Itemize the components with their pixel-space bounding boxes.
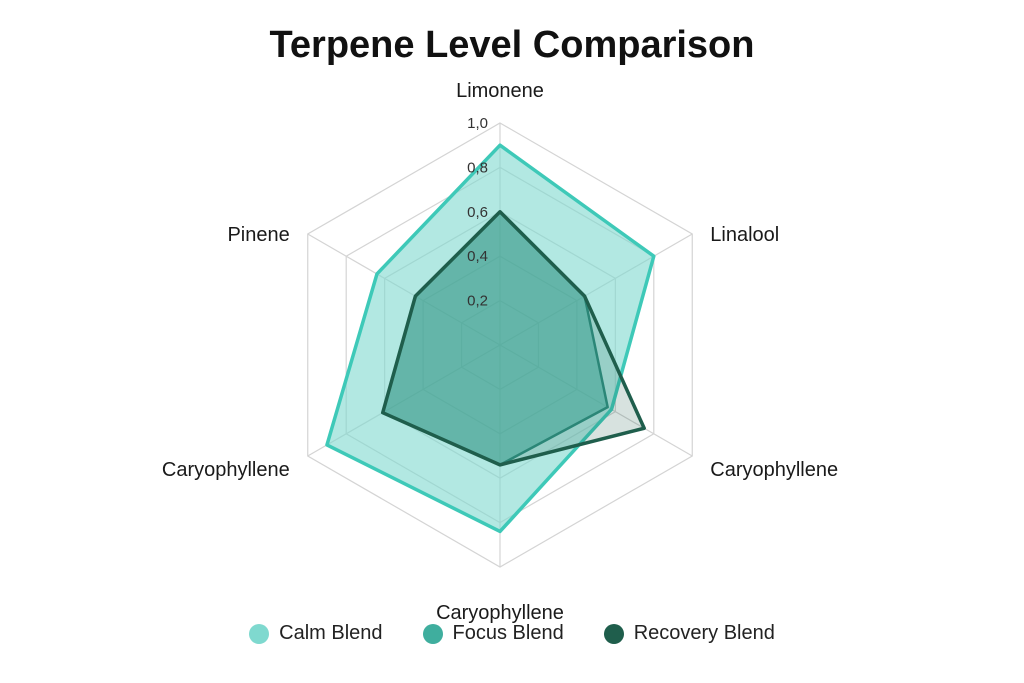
radar-axis-labels: Limonene Linalool Caryophyllene Caryophylle…: [162, 80, 838, 624]
tick-label-1: 0,2: [467, 293, 488, 310]
tick-label-3: 0,6: [467, 204, 488, 221]
legend-swatch-recovery: [603, 623, 624, 644]
axis-label-6: Pinene: [227, 224, 289, 246]
legend-label-focus: Focus Blend: [452, 622, 564, 644]
radar-ticks: 0,2 0,4 0,6 0,8 1,0: [467, 115, 488, 310]
legend-label-recovery: Recovery Blend: [633, 622, 775, 644]
chart-legend: Calm Blend Focus Blend Recovery Blend: [0, 622, 1024, 645]
axis-label-1: Limonene: [456, 80, 544, 102]
axis-label-4: Caryophyllene: [436, 602, 564, 624]
axis-label-2: Linalool: [710, 224, 779, 246]
legend-label-calm: Calm Blend: [279, 622, 383, 644]
radar-series: [325, 143, 656, 534]
legend-swatch-calm: [249, 623, 270, 644]
series-recovery-blend: [380, 210, 646, 467]
legend-item-recovery: Recovery Blend: [603, 622, 775, 645]
chart-title: Terpene Level Comparison: [269, 24, 755, 66]
axis-label-5: Caryophyllene: [162, 459, 290, 481]
axis-label-3: Caryophyllene: [710, 459, 838, 481]
legend-item-focus: Focus Blend: [422, 622, 564, 645]
legend-item-calm: Calm Blend: [249, 622, 383, 645]
tick-label-5: 1,0: [467, 115, 488, 132]
legend-swatch-focus: [422, 623, 443, 644]
tick-label-4: 0,8: [467, 159, 488, 176]
tick-label-2: 0,4: [467, 248, 488, 265]
